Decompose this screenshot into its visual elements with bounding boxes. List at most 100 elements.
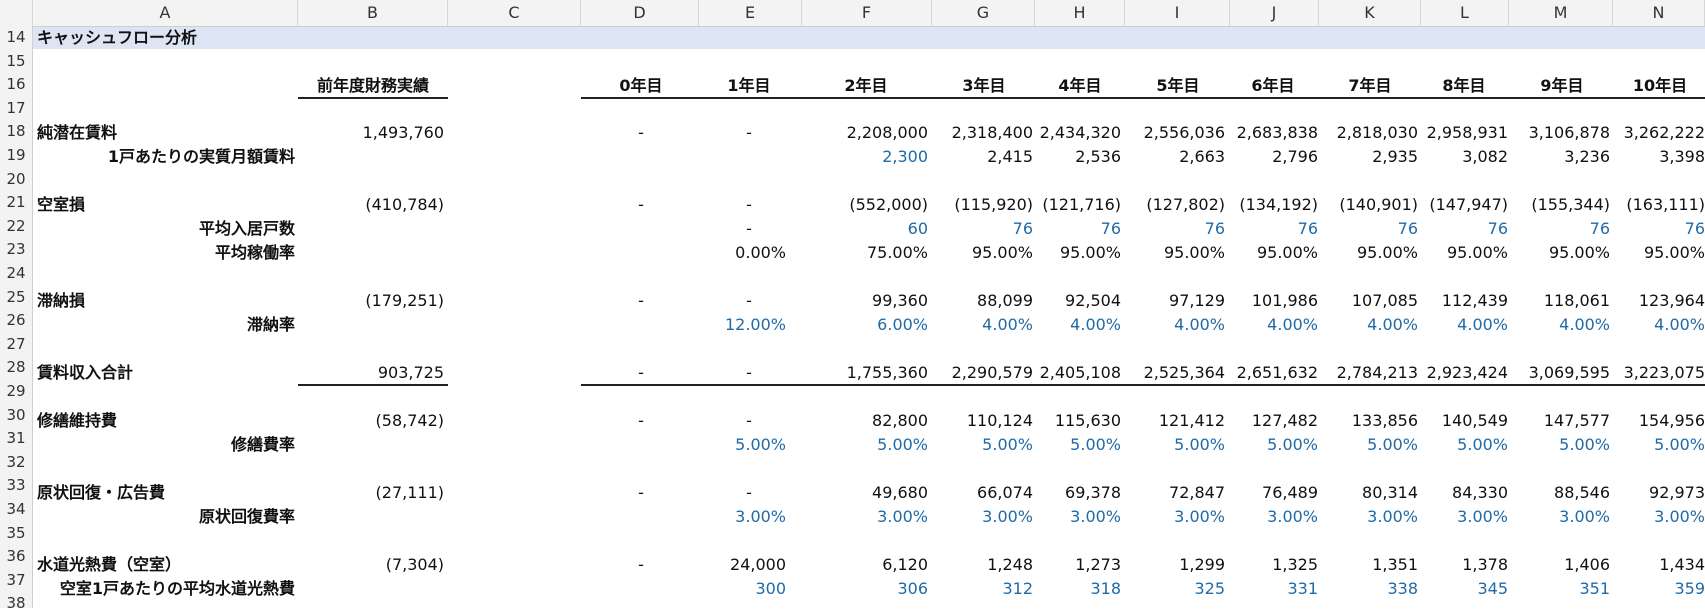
year-value-cell[interactable]: 24,000 [730,555,786,574]
year-value-cell[interactable]: - [746,483,752,502]
prev-year-cell[interactable]: (179,251) [365,291,444,310]
year-value-cell[interactable]: 121,412 [1158,411,1225,430]
year-value-cell[interactable]: 5.00% [1559,435,1610,454]
prev-year-cell[interactable]: (7,304) [385,555,444,574]
prev-year-cell[interactable]: (58,742) [375,411,444,430]
row-label[interactable]: 滞納損 [37,291,86,310]
year-value-cell[interactable]: 2,556,036 [1143,123,1225,142]
year-value-cell[interactable]: 76 [1397,219,1418,238]
year-value-cell[interactable]: 3.00% [1174,507,1225,526]
year-value-cell[interactable]: 118,061 [1543,291,1610,310]
year-value-cell[interactable]: 80,314 [1362,483,1418,502]
year-value-cell[interactable]: 3,236 [1564,147,1610,166]
column-header-h[interactable]: H [1035,0,1125,26]
column-header-a[interactable]: A [33,0,298,26]
prev-year-cell[interactable] [304,241,444,265]
column-header-m[interactable]: M [1509,0,1613,26]
row-label[interactable]: 修繕維持費 [37,411,118,430]
year-value-cell[interactable]: 95.00% [1356,243,1418,262]
year-value-cell[interactable]: 2,300 [882,147,928,166]
year-value-cell[interactable]: 2,651,632 [1236,363,1318,382]
row-label[interactable]: 平均入居戸数 [198,219,295,238]
header-year[interactable]: 8年目 [1442,76,1486,95]
year-value-cell[interactable]: 76 [1204,219,1225,238]
year-value-cell[interactable]: 82,800 [872,411,928,430]
header-year[interactable]: 3年目 [962,76,1006,95]
year-value-cell[interactable]: 95.00% [1548,243,1610,262]
year-value-cell[interactable]: 2,525,364 [1143,363,1225,382]
year-value-cell[interactable]: 76 [1684,219,1705,238]
year-value-cell[interactable]: 331 [1287,579,1318,598]
year-value-cell[interactable]: 60 [907,219,928,238]
year-value-cell[interactable]: 3,223,075 [1623,363,1705,382]
year-value-cell[interactable]: 2,818,030 [1336,123,1418,142]
prev-year-cell[interactable]: 1,493,760 [362,123,444,142]
column-header-c[interactable]: C [448,0,581,26]
year-value-cell[interactable]: 88,546 [1554,483,1610,502]
year-value-cell[interactable]: 72,847 [1169,483,1225,502]
row-label[interactable]: 1戸あたりの実質月額賃料 [107,147,295,166]
year-value-cell[interactable]: - [638,363,644,382]
year-value-cell[interactable]: 92,504 [1065,291,1121,310]
year-value-cell[interactable]: 4.00% [982,315,1033,334]
header-year[interactable]: 5年目 [1156,76,1200,95]
year-value-cell[interactable]: - [638,291,644,310]
year-value-cell[interactable]: (134,192) [1239,195,1318,214]
column-header-k[interactable]: K [1319,0,1421,26]
year-value-cell[interactable]: (127,802) [1146,195,1225,214]
column-header-d[interactable]: D [581,0,699,26]
year-value-cell[interactable]: 107,085 [1351,291,1418,310]
year-value-cell[interactable]: 4.00% [1559,315,1610,334]
year-value-cell[interactable]: (147,947) [1429,195,1508,214]
year-value-cell[interactable]: 140,549 [1441,411,1508,430]
year-value-cell[interactable]: 0.00% [735,243,786,262]
header-year[interactable]: 10年目 [1632,76,1688,95]
year-value-cell[interactable]: (552,000) [849,195,928,214]
prev-year-cell[interactable] [304,217,444,241]
year-value-cell[interactable]: 1,406 [1564,555,1610,574]
year-value-cell[interactable]: 97,129 [1169,291,1225,310]
year-value-cell[interactable]: - [638,483,644,502]
year-value-cell[interactable]: 1,378 [1462,555,1508,574]
year-value-cell[interactable]: 3.00% [1070,507,1121,526]
year-value-cell[interactable]: 2,663 [1179,147,1225,166]
row-number[interactable]: 32 [6,452,26,471]
year-value-cell[interactable]: 3,398 [1659,147,1705,166]
year-value-cell[interactable]: 4.00% [1070,315,1121,334]
row-number[interactable]: 38 [6,594,26,613]
year-value-cell[interactable]: 1,325 [1272,555,1318,574]
row-label[interactable]: 賃料収入合計 [37,363,134,382]
column-header-i[interactable]: I [1125,0,1230,26]
year-value-cell[interactable]: 147,577 [1543,411,1610,430]
year-value-cell[interactable]: - [638,411,644,430]
column-header-n[interactable]: N [1613,0,1705,26]
year-value-cell[interactable]: 4.00% [1174,315,1225,334]
header-year[interactable]: 0年目 [619,76,663,95]
year-value-cell[interactable]: 76 [1012,219,1033,238]
column-header-e[interactable]: E [699,0,802,26]
year-value-cell[interactable]: 1,351 [1372,555,1418,574]
year-value-cell[interactable]: 1,434 [1659,555,1705,574]
year-value-cell[interactable]: 359 [1674,579,1705,598]
row-number[interactable]: 33 [6,476,26,495]
year-value-cell[interactable]: 5.00% [982,435,1033,454]
row-number[interactable]: 36 [6,547,26,566]
year-value-cell[interactable]: 5.00% [1367,435,1418,454]
year-value-cell[interactable]: 3,262,222 [1623,123,1705,142]
row-number[interactable]: 17 [6,98,26,117]
prev-year-cell[interactable] [304,577,444,601]
prev-year-cell[interactable]: 903,725 [377,363,444,382]
row-number[interactable]: 28 [6,358,26,377]
year-value-cell[interactable]: 2,405,108 [1039,363,1121,382]
year-value-cell[interactable]: 4.00% [1367,315,1418,334]
row-number[interactable]: 14 [6,28,26,46]
year-value-cell[interactable]: 4.00% [1267,315,1318,334]
year-value-cell[interactable]: 5.00% [1457,435,1508,454]
column-header-j[interactable]: J [1230,0,1319,26]
year-value-cell[interactable]: 2,318,400 [951,123,1033,142]
year-value-cell[interactable]: 345 [1477,579,1508,598]
year-value-cell[interactable]: 3.00% [735,507,786,526]
year-value-cell[interactable]: 312 [1002,579,1033,598]
section-title[interactable]: キャッシュフロー分析 [37,28,198,47]
year-value-cell[interactable]: - [638,195,644,214]
